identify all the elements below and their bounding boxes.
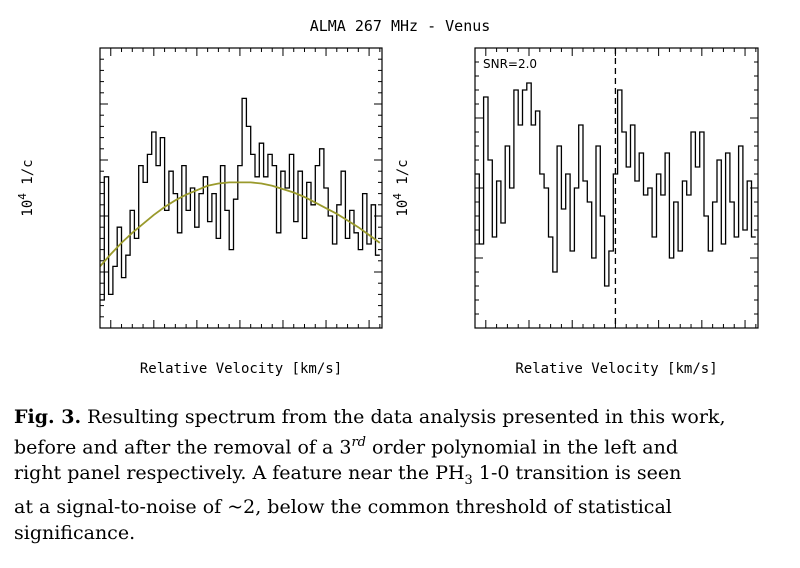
caption-line-4: at a signal-to-noise of ~2, below the co…	[14, 496, 672, 519]
plot-area	[100, 97, 381, 301]
y-axis-title: 104 1/c	[16, 159, 36, 216]
y-axis-title-exponent: 4	[16, 193, 29, 200]
x-axis-title: Relative Velocity [km/s]	[140, 361, 342, 377]
figure-title: ALMA 267 MHz - Venus	[310, 17, 491, 35]
snr-annotation: SNR=2.0	[483, 57, 537, 71]
spectrum-line	[100, 97, 380, 301]
caption-text-1: Resulting spectrum from the data analysi…	[81, 406, 726, 428]
caption-line-1: Fig. 3. Resulting spectrum from the data…	[14, 404, 790, 430]
x-axis-title: Relative Velocity [km/s]	[515, 361, 717, 377]
caption-line-3: right panel respectively. A feature near…	[14, 460, 790, 494]
right-panel: Relative Velocity [km/s] 104 1/c SNR=2.0	[391, 47, 759, 377]
y-axis-title-base: 10	[395, 200, 411, 217]
y-axis-title-unit: 1/c	[20, 159, 36, 193]
caption-subscript: 3	[464, 473, 473, 489]
y-axis-title-exponent: 4	[391, 193, 404, 200]
caption-label: Fig. 3.	[14, 406, 82, 428]
caption-text-2a: before and after the removal of a 3	[14, 436, 352, 459]
figure: ALMA 267 MHz - Venus Relative Velocity […	[16, 17, 759, 377]
plot-frame	[474, 47, 759, 329]
y-axis-title: 104 1/c	[391, 159, 411, 216]
caption-superscript: rd	[351, 435, 367, 450]
left-panel: Relative Velocity [km/s] 104 1/c	[16, 47, 383, 377]
polynomial-fit-line	[100, 181, 381, 267]
caption-line-2: before and after the removal of a 3rd or…	[14, 430, 790, 460]
y-axis-title-unit: 1/c	[395, 159, 411, 193]
figure-caption: Fig. 3. Resulting spectrum from the data…	[14, 404, 790, 546]
y-axis-title-base: 10	[20, 200, 36, 217]
caption-text-2b: order polynomial in the left and	[366, 436, 678, 459]
plot-frame	[99, 47, 383, 329]
caption-text-3a: right panel respectively. A feature near…	[14, 462, 465, 485]
caption-text-3b: 1-0 transition is seen	[472, 462, 682, 485]
caption-line-5: significance.	[14, 522, 136, 545]
